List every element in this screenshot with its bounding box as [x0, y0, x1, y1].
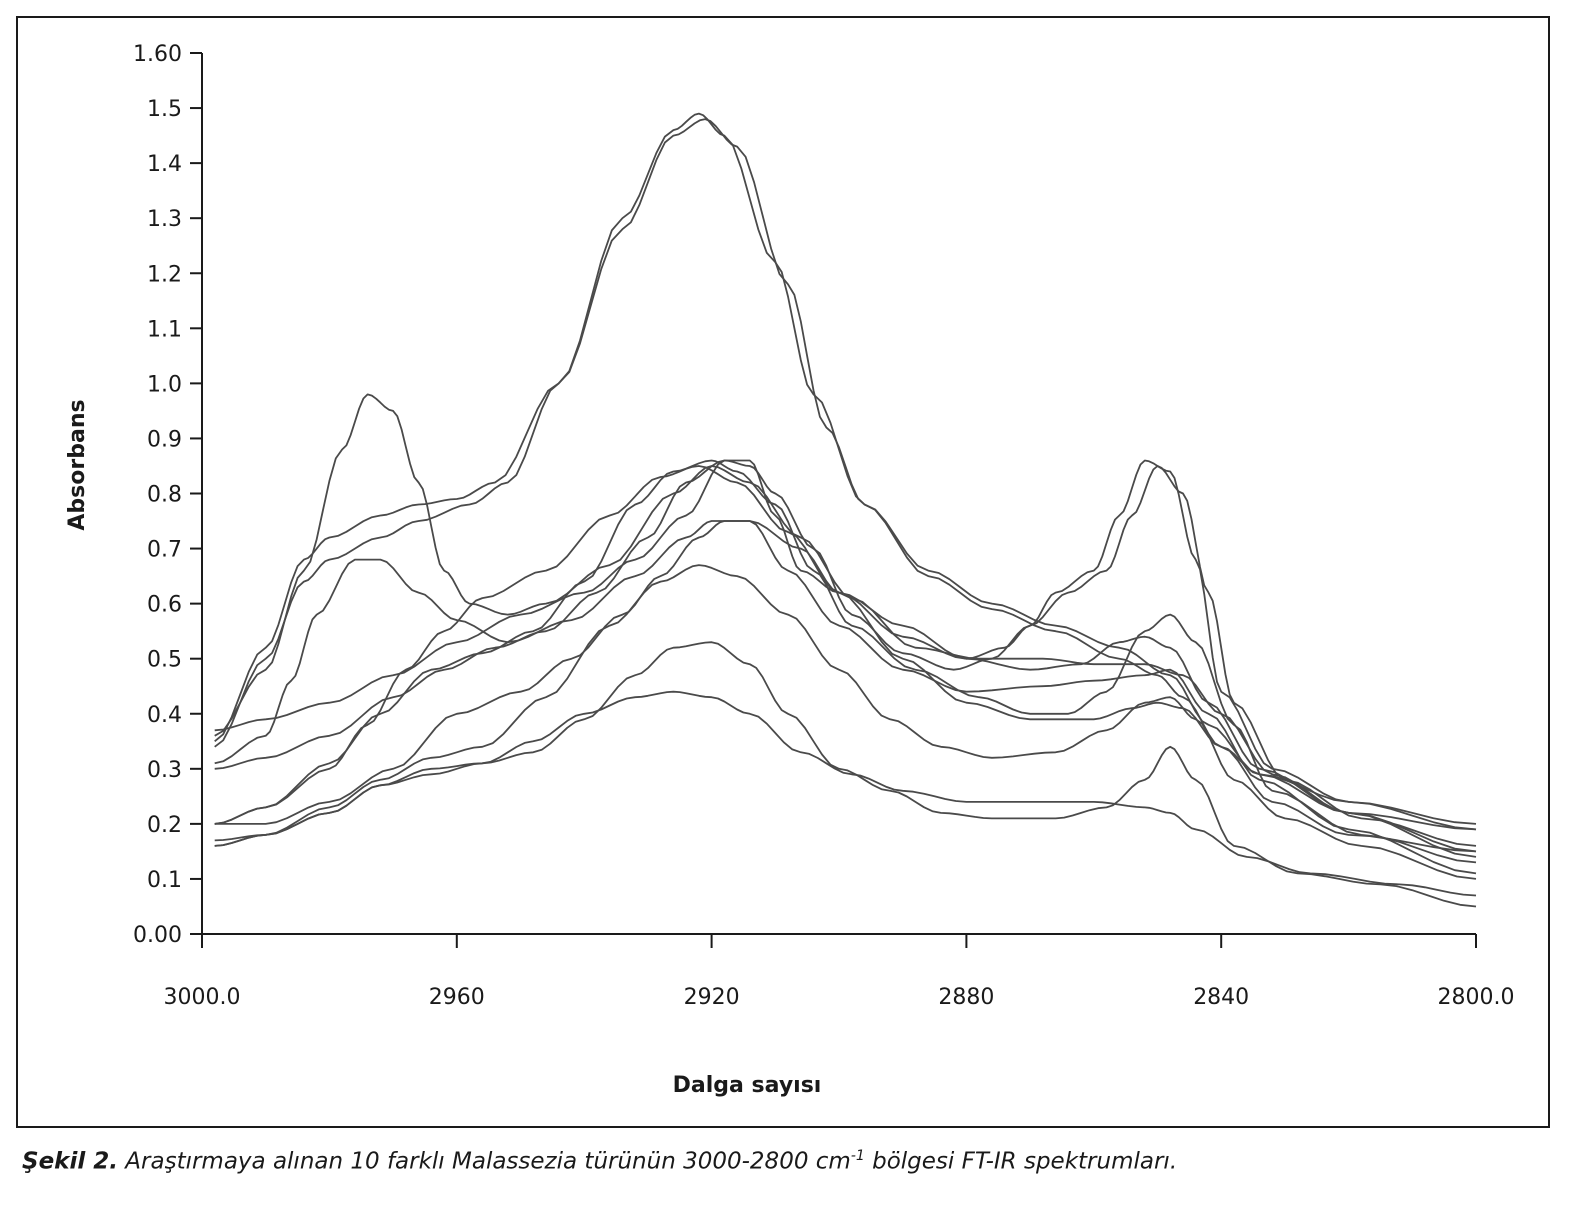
y-tick-label: 0.4 [147, 703, 182, 728]
spectrum-line-5 [214, 465, 1477, 853]
y-tick-label: 0.7 [147, 538, 182, 563]
y-tick-label: 1.1 [147, 317, 182, 342]
spectrum-line-10 [214, 641, 1477, 908]
y-tick-label: 1.4 [147, 152, 182, 177]
y-ticks: 0.00 0.1 0.2 0.3 0.4 0.5 0.6 0.7 0.8 0.9 1.0 1.1 1.2… [133, 42, 202, 948]
spectrum-line-3 [214, 520, 1477, 853]
y-tick-label: 0.2 [147, 813, 182, 838]
caption-lead: Şekil 2. [22, 1148, 118, 1175]
y-tick-label: 0.5 [147, 648, 182, 673]
spectrum-line-2 [214, 118, 1477, 831]
x-tick-label: 2880 [938, 985, 994, 1010]
y-axis-title: Absorbans [65, 399, 90, 530]
spectrum-line-1 [214, 112, 1477, 825]
y-tick-label: 0.8 [147, 483, 182, 508]
x-tick-label: 2840 [1193, 985, 1249, 1010]
y-tick-label: 1.5 [147, 97, 182, 122]
x-axis-title: Dalga sayısı [673, 1073, 822, 1098]
spectrum-line-9 [214, 564, 1477, 880]
y-tick-label: 1.2 [147, 262, 182, 287]
y-tick-label: 1.3 [147, 207, 182, 232]
x-tick-label: 3000.0 [164, 985, 241, 1010]
x-tick-label: 2960 [429, 985, 485, 1010]
caption-superscript: -1 [850, 1148, 865, 1164]
y-tick-label: 1.60 [133, 42, 182, 67]
y-tick-label: 0.9 [147, 427, 182, 452]
spectrum-line-8 [214, 459, 1477, 847]
y-tick-label: 0.1 [147, 868, 182, 893]
spectrum-line-7 [214, 459, 1477, 831]
y-tick-label: 0.6 [147, 593, 182, 618]
spectrum-line-6 [214, 459, 1477, 864]
y-tick-label: 1.0 [147, 372, 182, 397]
spectrum-line-11 [214, 520, 1477, 875]
x-tick-label: 2800.0 [1438, 985, 1515, 1010]
caption-text: Araştırmaya alınan 10 farklı Malassezia … [117, 1148, 851, 1175]
x-tick-label: 2920 [684, 985, 740, 1010]
y-tick-label: 0.3 [147, 758, 182, 783]
x-ticks: 3000.0 2960 2920 2880 2840 2800.0 [164, 934, 1515, 1010]
series-layer [214, 112, 1477, 908]
caption-tail: bölgesi FT-IR spektrumları. [864, 1148, 1178, 1175]
figure-frame [16, 16, 1550, 1128]
figure-caption: Şekil 2. Araştırmaya alınan 10 farklı Ma… [22, 1148, 1177, 1175]
y-tick-label: 0.00 [133, 923, 182, 948]
spectrum-line-12 [214, 690, 1477, 897]
